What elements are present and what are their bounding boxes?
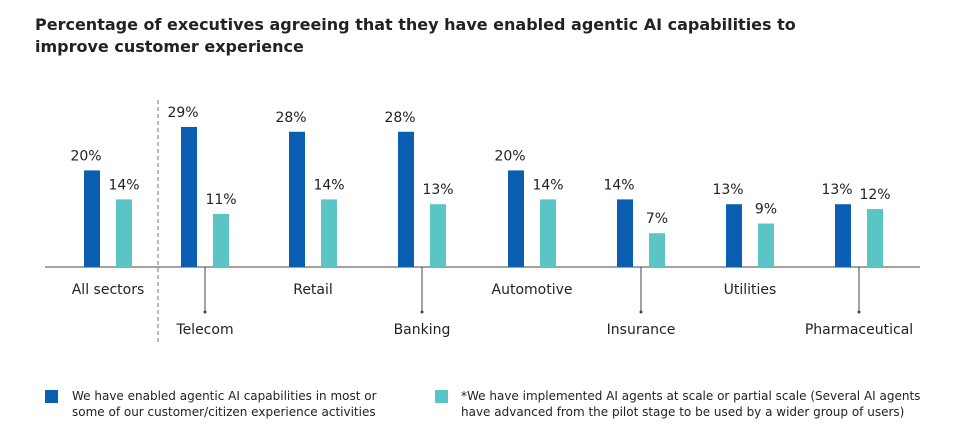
legend-swatch	[435, 390, 448, 403]
value-label: 14%	[603, 177, 634, 193]
bar	[321, 199, 337, 267]
value-label: 12%	[859, 187, 890, 203]
value-label: 20%	[70, 148, 101, 164]
value-label: 20%	[494, 148, 525, 164]
value-label: 7%	[646, 211, 668, 227]
x-tick-label: All sectors	[72, 282, 145, 298]
bar	[867, 209, 883, 267]
value-label: 14%	[532, 177, 563, 193]
value-label: 11%	[205, 192, 236, 208]
bar	[617, 199, 633, 267]
bar	[649, 233, 665, 267]
value-label: 13%	[712, 182, 743, 198]
chart-title: Percentage of executives agreeing that t…	[35, 15, 796, 56]
leader-dot	[203, 310, 207, 314]
bar	[398, 131, 414, 267]
bar	[213, 213, 229, 267]
value-label: 9%	[755, 202, 777, 218]
leader-dot	[420, 310, 424, 314]
x-tick-label: Insurance	[607, 322, 676, 338]
bar	[835, 204, 851, 267]
x-tick-label: Automotive	[492, 282, 573, 298]
bar	[430, 204, 446, 267]
legend-swatch	[45, 390, 58, 403]
bar	[181, 126, 197, 268]
bar	[289, 131, 305, 267]
value-label: 28%	[275, 110, 306, 126]
value-label: 13%	[821, 182, 852, 198]
value-label: 28%	[384, 110, 415, 126]
leader-dot	[639, 310, 643, 314]
value-label: 13%	[422, 182, 453, 198]
x-tick-label: Utilities	[724, 282, 777, 298]
x-tick-label: Pharmaceutical	[805, 322, 913, 338]
value-label: 14%	[108, 177, 139, 193]
legend-label: *We have implemented AI agents at scale …	[461, 389, 921, 419]
bar	[508, 170, 524, 267]
leader-dot	[857, 310, 861, 314]
value-label: 14%	[313, 177, 344, 193]
bar	[540, 199, 556, 267]
value-label: 29%	[167, 105, 198, 121]
bar	[758, 223, 774, 267]
x-tick-label: Retail	[293, 282, 333, 298]
x-tick-label: Telecom	[175, 322, 233, 338]
bar	[726, 204, 742, 267]
legend-label: We have enabled agentic AI capabilities …	[72, 389, 377, 419]
x-tick-label: Banking	[394, 322, 451, 338]
bar	[116, 199, 132, 267]
bar	[84, 170, 100, 267]
